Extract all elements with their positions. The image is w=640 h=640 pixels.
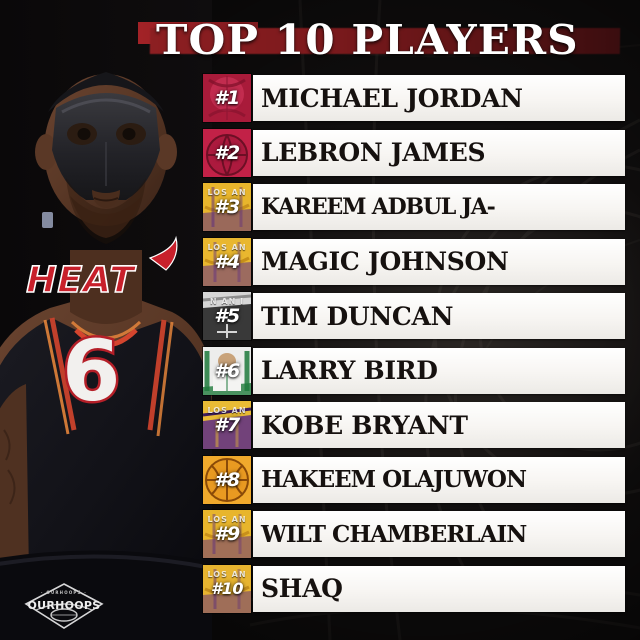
heat-red-jersey-thumb [203, 128, 251, 177]
rank-badge-8: #8 [203, 455, 251, 504]
lakers-gold-jersey-thumb [203, 183, 251, 231]
lakers-purple-jersey-thumb [203, 401, 251, 449]
rank-badge-9-number: #9 [214, 523, 240, 545]
player-name-bar-6[interactable]: LARRY BIRD [253, 347, 625, 394]
svg-text:HEAT: HEAT [22, 258, 139, 301]
rank-badge-6-number: #6 [214, 359, 240, 382]
rank-badge-9-label: LOS AN [207, 515, 247, 524]
bulls-red-jersey-thumb [203, 74, 251, 122]
rank-badge-7-label: LOS AN [207, 406, 247, 415]
rank-badge-6: #6 [203, 346, 251, 395]
basketball-orange-thumb [203, 455, 251, 504]
list-item[interactable]: LOS AN #4 MAGIC JOHNSON [203, 236, 640, 291]
rank-badge-3-label: LOS AN [207, 188, 247, 197]
player-name-bar-8[interactable]: HAKEEM OLAJUWON [253, 456, 625, 503]
list-item[interactable]: N AN I #5 TIM DUNCAN [203, 290, 640, 345]
ourhoops-tagline: · OURHOOPS · [41, 590, 87, 595]
list-item[interactable]: LOS AN #3 KAREEM ADBUL JA- [203, 181, 640, 236]
list-item[interactable]: #8 HAKEEM OLAJUWON [203, 454, 640, 509]
rank-badge-1-number: #1 [214, 87, 240, 109]
spurs-silver-jersey-thumb [203, 292, 251, 340]
list-item[interactable]: LOS AN #9 WILT CHAMBERLAIN [203, 508, 640, 563]
lebron-james-illustration: HEAT HEAT 6 [0, 0, 212, 640]
page-title-block: TOP 10 PLAYERS [138, 14, 640, 66]
player-name-bar-2[interactable]: LEBRON JAMES [253, 129, 625, 176]
player-name-bar-10[interactable]: SHAQ [253, 565, 625, 612]
player-name-7: KOBE BRYANT [261, 410, 468, 440]
top-players-list: #1 MICHAEL JORDAN #2 LEBR [203, 72, 640, 617]
player-name-bar-1[interactable]: MICHAEL JORDAN [253, 75, 625, 121]
player-photo-lebron-james: HEAT HEAT 6 [0, 0, 212, 640]
list-item[interactable]: #1 MICHAEL JORDAN [203, 72, 640, 127]
rank-badge-1: #1 [203, 74, 251, 122]
rank-badge-10-label: LOS AN [207, 569, 247, 579]
rank-badge-5: N AN I #5 [203, 292, 251, 340]
rank-badge-5-label: N AN I [209, 297, 245, 306]
ourhoops-brand: OURHOOPS [27, 599, 101, 612]
player-name-3: KAREEM ADBUL JA- [261, 194, 496, 220]
rank-badge-2-number: #2 [214, 141, 240, 164]
rank-badge-8-number: #8 [214, 468, 240, 491]
player-name-1: MICHAEL JORDAN [261, 83, 523, 113]
celtics-white-jersey-thumb [203, 346, 251, 395]
player-name-bar-5[interactable]: TIM DUNCAN [253, 293, 625, 339]
list-item[interactable]: LOS AN #7 KOBE BRYANT [203, 399, 640, 454]
list-item[interactable]: #6 LARRY BIRD [203, 345, 640, 400]
rank-badge-9: LOS AN #9 [203, 510, 251, 558]
player-name-bar-7[interactable]: KOBE BRYANT [253, 402, 625, 448]
rank-badge-3: LOS AN #3 [203, 183, 251, 231]
rank-badge-10: LOS AN #10 [203, 564, 251, 613]
page-title: TOP 10 PLAYERS [156, 16, 579, 64]
player-name-bar-4[interactable]: MAGIC JOHNSON [253, 238, 625, 285]
ourhoops-logo-icon [24, 583, 104, 629]
lakers-gold-jersey-thumb [203, 564, 251, 613]
player-name-2: LEBRON JAMES [261, 138, 486, 167]
ourhoops-watermark: · OURHOOPS · OURHOOPS [22, 582, 106, 632]
player-name-5: TIM DUNCAN [261, 301, 454, 331]
player-name-6: LARRY BIRD [261, 356, 438, 385]
rank-badge-5-number: #5 [214, 305, 240, 327]
rank-badge-7-number: #7 [214, 414, 240, 436]
player-name-4: MAGIC JOHNSON [261, 247, 509, 276]
svg-text:6: 6 [62, 322, 120, 420]
list-item[interactable]: LOS AN #10 SHAQ [203, 563, 640, 618]
rank-badge-4: LOS AN #4 [203, 237, 251, 286]
player-name-9: WILT CHAMBERLAIN [261, 520, 527, 548]
rank-badge-10-number: #10 [211, 579, 243, 598]
player-name-8: HAKEEM OLAJUWON [261, 466, 527, 493]
rank-badge-4-number: #4 [214, 250, 240, 273]
rank-badge-7: LOS AN #7 [203, 401, 251, 449]
list-item[interactable]: #2 LEBRON JAMES [203, 127, 640, 182]
lakers-gold-jersey-thumb [203, 510, 251, 558]
rank-badge-4-label: LOS AN [207, 242, 247, 252]
player-name-10: SHAQ [261, 574, 343, 603]
player-name-bar-3[interactable]: KAREEM ADBUL JA- [253, 184, 625, 230]
lakers-gold-jersey-thumb [203, 237, 251, 286]
rank-badge-2: #2 [203, 128, 251, 177]
rank-badge-3-number: #3 [214, 196, 240, 218]
player-name-bar-9[interactable]: WILT CHAMBERLAIN [253, 511, 625, 557]
